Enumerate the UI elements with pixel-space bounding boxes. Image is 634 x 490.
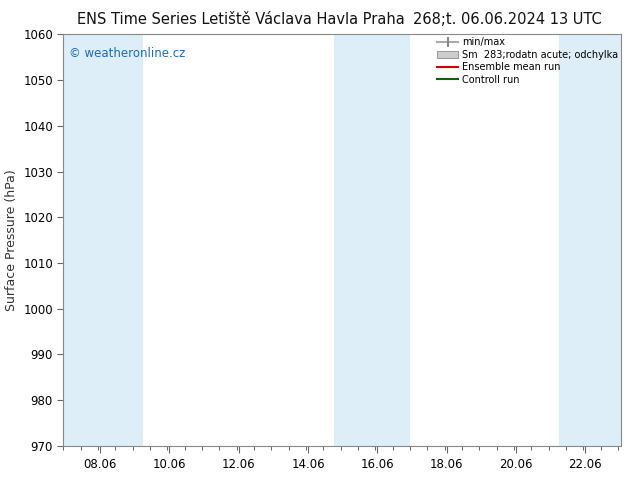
Text: ENS Time Series Letiště Václava Havla Praha: ENS Time Series Letiště Václava Havla Pr… bbox=[77, 12, 404, 27]
Text: © weatheronline.cz: © weatheronline.cz bbox=[69, 47, 185, 60]
Bar bbox=[333, 34, 410, 446]
Bar bbox=[63, 34, 143, 446]
Bar bbox=[559, 34, 621, 446]
Y-axis label: Surface Pressure (hPa): Surface Pressure (hPa) bbox=[4, 169, 18, 311]
Legend: min/max, Sm  283;rodatn acute; odchylka, Ensemble mean run, Controll run: min/max, Sm 283;rodatn acute; odchylka, … bbox=[437, 37, 618, 84]
Text: 268;t. 06.06.2024 13 UTC: 268;t. 06.06.2024 13 UTC bbox=[413, 12, 602, 27]
